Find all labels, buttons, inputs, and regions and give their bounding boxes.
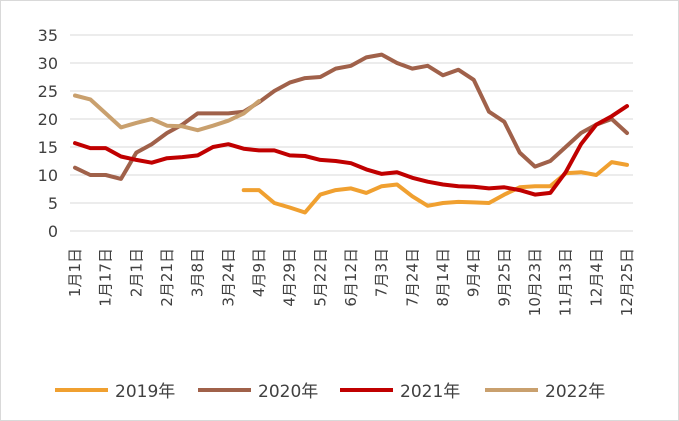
y-tick-label: 0 <box>48 222 58 241</box>
x-tick-label: 9月4日 <box>465 248 483 297</box>
x-tick-label: 2月21日 <box>158 248 176 307</box>
x-tick-label: 1月1日 <box>66 248 84 297</box>
x-tick-label: 12月4日 <box>587 248 605 307</box>
x-tick-label: 12月25日 <box>618 248 636 316</box>
x-tick-label: 8月14日 <box>434 248 452 307</box>
x-tick-label: 6月12日 <box>342 248 360 307</box>
y-tick-label: 25 <box>38 82 58 101</box>
legend-label: 2022年 <box>545 382 605 402</box>
series-line <box>73 104 629 197</box>
y-tick-label: 35 <box>38 26 58 45</box>
y-tick-label: 10 <box>38 166 58 185</box>
x-tick-label: 3月8日 <box>189 248 207 297</box>
x-tick-label: 9月25日 <box>495 248 513 307</box>
series-line <box>73 52 629 181</box>
y-tick-label: 15 <box>38 138 58 157</box>
x-tick-label: 4月29日 <box>281 248 299 307</box>
x-tick-label: 4月9日 <box>250 248 268 297</box>
x-tick-label: 10月23日 <box>526 248 544 316</box>
x-tick-label: 7月24日 <box>403 248 421 307</box>
legend-label: 2020年 <box>258 382 318 402</box>
y-tick-label: 5 <box>48 194 58 213</box>
x-tick-label: 11月13日 <box>557 248 575 316</box>
x-tick-label: 5月22日 <box>311 248 329 307</box>
legend-label: 2019年 <box>115 382 175 402</box>
y-tick-label: 30 <box>38 54 58 73</box>
y-tick-label: 20 <box>38 110 58 129</box>
x-tick-label: 1月17日 <box>97 248 115 307</box>
x-tick-label: 3月24日 <box>219 248 237 307</box>
legend-label: 2021年 <box>400 382 460 402</box>
x-tick-label: 7月3日 <box>373 248 391 297</box>
series-line <box>73 93 261 133</box>
x-tick-label: 2月1日 <box>127 248 145 297</box>
